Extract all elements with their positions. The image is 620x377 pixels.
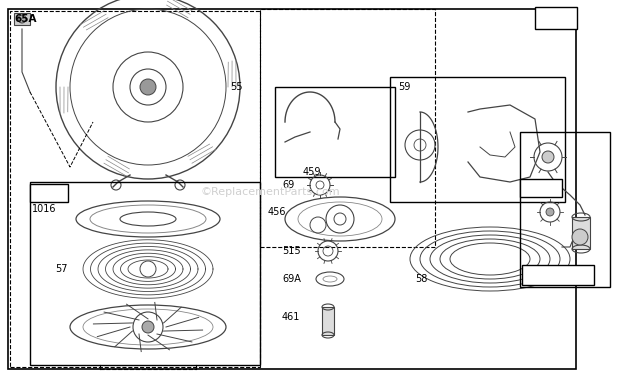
Bar bbox=[260, 9, 435, 247]
Text: 69: 69 bbox=[282, 180, 294, 190]
Bar bbox=[390, 77, 565, 202]
Bar bbox=[520, 179, 562, 197]
Text: 60: 60 bbox=[522, 183, 534, 193]
Text: 65A: 65A bbox=[14, 14, 37, 24]
Text: 946: 946 bbox=[524, 270, 542, 280]
Text: 461: 461 bbox=[282, 312, 300, 322]
Bar bbox=[535, 7, 577, 29]
Text: 58: 58 bbox=[415, 274, 427, 284]
Circle shape bbox=[572, 229, 588, 245]
Text: 515: 515 bbox=[282, 246, 301, 256]
Bar bbox=[522, 265, 594, 285]
Text: 56: 56 bbox=[32, 188, 46, 198]
Text: 55: 55 bbox=[230, 82, 242, 92]
Bar bbox=[14, 13, 30, 25]
Circle shape bbox=[18, 15, 26, 23]
Text: 1016: 1016 bbox=[32, 204, 56, 214]
Bar bbox=[275, 87, 395, 177]
Bar bbox=[520, 132, 610, 287]
Text: 459: 459 bbox=[303, 167, 322, 177]
Text: 59: 59 bbox=[398, 82, 410, 92]
Bar bbox=[30, 182, 260, 365]
Text: 57: 57 bbox=[55, 264, 68, 274]
Circle shape bbox=[142, 321, 154, 333]
Circle shape bbox=[542, 151, 554, 163]
Circle shape bbox=[140, 79, 156, 95]
Bar bbox=[30, 184, 68, 202]
Text: ©ReplacementParts.com: ©ReplacementParts.com bbox=[200, 187, 340, 197]
Bar bbox=[572, 217, 590, 249]
Circle shape bbox=[546, 208, 554, 216]
Bar bbox=[10, 11, 260, 367]
Text: 608: 608 bbox=[537, 13, 557, 23]
Bar bbox=[322, 307, 334, 335]
Text: 69A: 69A bbox=[282, 274, 301, 284]
Text: 456: 456 bbox=[268, 207, 286, 217]
